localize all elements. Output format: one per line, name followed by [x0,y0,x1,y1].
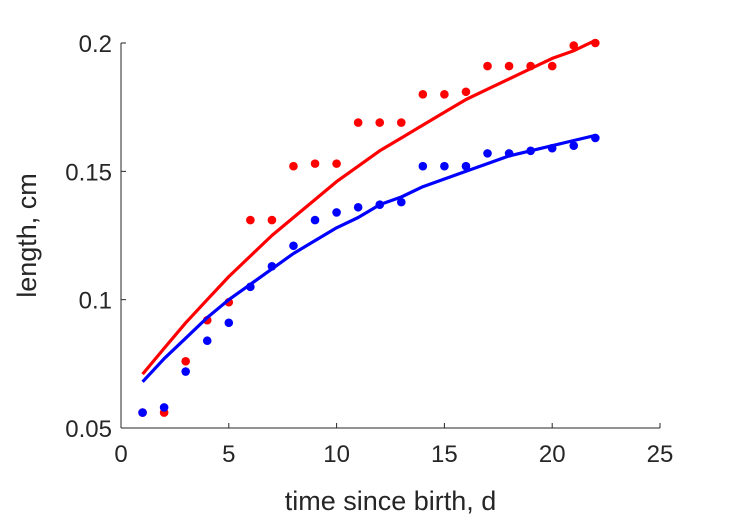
series-1-point [547,143,557,153]
series-0-point [504,61,514,71]
series-1-point [181,367,190,376]
series-1-point [483,149,492,158]
series-1-point [289,241,298,251]
series-0-point [526,61,535,71]
x-tick-label: 15 [431,441,458,468]
series-1-point [138,408,147,417]
series-1-point [569,141,579,150]
series-1-point [461,161,471,171]
series-0-point [181,356,190,366]
series-0-point [353,118,363,127]
series-0-point [396,118,406,127]
series-0-point [375,118,385,127]
series-1-point [267,262,277,271]
series-1-point [332,208,341,217]
series-1-point [159,403,169,412]
series-1-point [224,318,234,328]
series-0-point [332,159,341,168]
series-1-point [440,161,449,171]
series-1-point [246,282,255,292]
y-tick-label: 0.1 [79,288,112,315]
y-axis-label: length, cm [12,173,42,298]
y-tick-label: 0.05 [65,416,112,443]
x-tick-label: 0 [114,441,127,468]
y-tick-label: 0.15 [65,159,112,186]
series-0-point [418,90,428,99]
x-tick-label: 25 [647,441,674,468]
series-0-point [461,87,471,97]
x-tick-label: 20 [539,441,566,468]
series-0-point [289,161,298,171]
series-1-fit-line [141,133,596,383]
plot-area [138,38,600,417]
y-tick-label: 0.2 [79,31,112,58]
series-0-point [483,61,492,71]
series-0-point [569,41,579,50]
x-axis-label: time since birth, d [285,486,497,516]
series-1-point [504,149,514,158]
series-0-point [440,90,449,99]
series-1-point [310,215,320,225]
series-1-point [591,133,600,143]
series-1-point [526,146,535,156]
series-0-point [547,61,557,71]
series-1-point [202,336,212,346]
series-0-point [591,38,600,48]
series-1-point [375,200,385,209]
x-tick-label: 5 [222,441,235,468]
series-1-point [353,202,363,212]
x-tick-label: 10 [323,441,350,468]
series-1-point [418,161,428,171]
series-0-point [267,215,277,225]
series-0-point [246,215,255,225]
axes: 0 5 10 15 20 25 0.05 0.1 0.15 0.2 [65,31,673,468]
series-0-point [310,159,320,168]
series-1-point [396,197,406,207]
series-0-fit-line [141,38,596,376]
